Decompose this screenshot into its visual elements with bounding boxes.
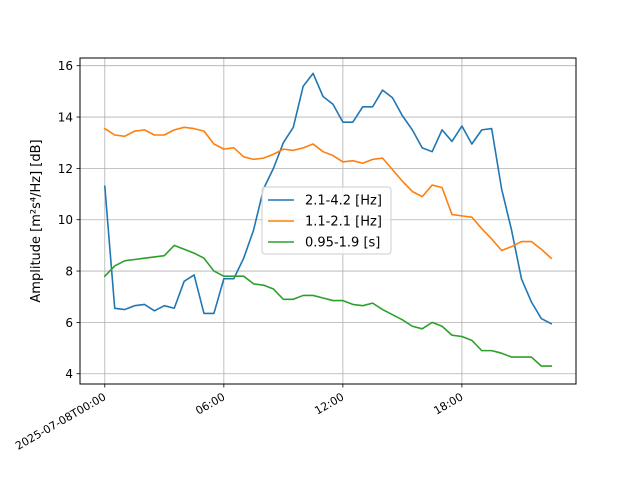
series-lines [103,72,553,367]
y-tick-label: 14 [58,111,73,125]
series-line-2 [103,126,553,260]
y-tick-label: 4 [65,367,73,381]
y-tick-label: 16 [58,59,73,73]
series-line-3 [103,244,553,367]
legend-label: 0.95-1.9 [s] [305,236,380,251]
series-line-1 [103,72,553,325]
y-tick-label: 6 [65,316,73,330]
y-tick-label: 12 [58,162,73,176]
legend-label: 1.1-2.1 [Hz] [305,215,382,230]
legend: 2.1-4.2 [Hz] 1.1-2.1 [Hz] 0.95-1.9 [s] [261,186,392,255]
legend-label: 2.1-4.2 [Hz] [305,194,382,209]
y-tick-label: 8 [65,265,73,279]
legend-box [261,186,392,255]
y-axis-label: Amplitude [m²s⁴/Hz] [dB] [29,139,44,302]
y-tick-label: 10 [58,213,73,227]
plot-frame [79,57,577,385]
y-axis: 4 6 8 10 12 14 16 [58,59,80,381]
